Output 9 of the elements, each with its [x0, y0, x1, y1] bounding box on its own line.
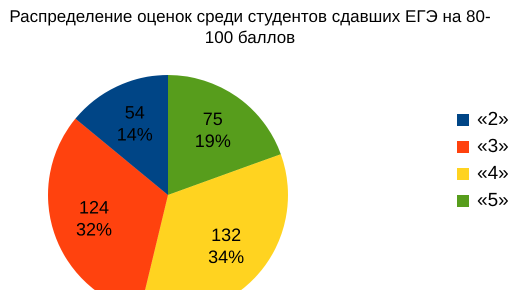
data-label: 75 19%	[194, 109, 231, 152]
legend-label: «3»	[477, 136, 509, 158]
data-label: 132 34%	[208, 225, 244, 268]
data-label: 124 32%	[76, 198, 112, 240]
legend-label: «2»	[477, 108, 509, 130]
data-label: 54 14%	[116, 102, 153, 144]
legend-label: «5»	[477, 190, 509, 212]
legend-label: «4»	[477, 162, 509, 184]
chart-title: Распределение оценок среди студентов сдавших ЕГЭ на 80-100 баллов	[8, 6, 492, 48]
